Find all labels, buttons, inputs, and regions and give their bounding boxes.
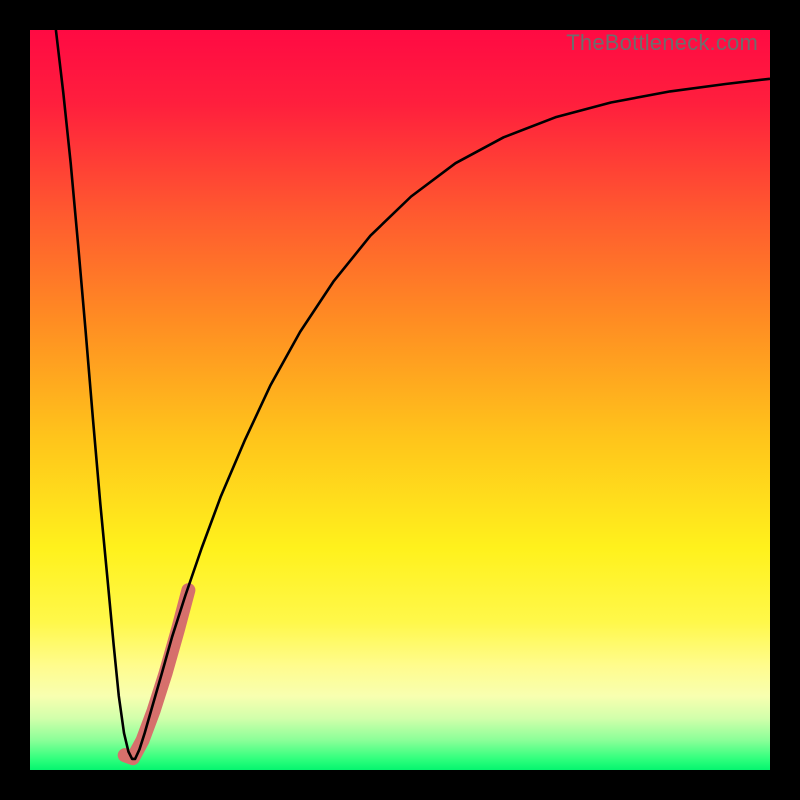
watermark-text: TheBottleneck.com — [566, 30, 758, 56]
main-curve — [56, 30, 770, 759]
plot-area: TheBottleneck.com — [30, 30, 770, 770]
chart-svg — [30, 30, 770, 770]
chart-stage: TheBottleneck.com — [0, 0, 800, 800]
